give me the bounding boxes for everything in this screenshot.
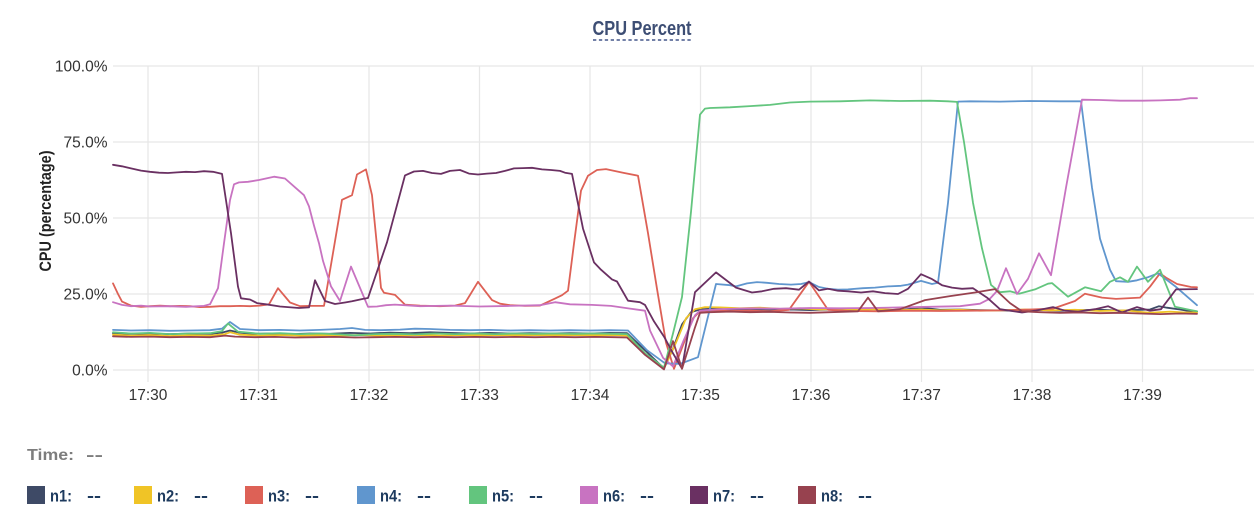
svg-text:17:32: 17:32 xyxy=(350,387,389,404)
svg-text:17:34: 17:34 xyxy=(571,387,610,404)
svg-text:--: -- xyxy=(858,487,872,506)
svg-text:50.0%: 50.0% xyxy=(64,211,108,228)
svg-text:--: -- xyxy=(529,487,543,506)
svg-text:25.0%: 25.0% xyxy=(64,287,108,304)
svg-text:17:35: 17:35 xyxy=(681,387,720,404)
svg-text:--: -- xyxy=(305,487,319,506)
svg-text:--: -- xyxy=(750,487,764,506)
svg-text:--: -- xyxy=(640,487,654,506)
svg-text:17:30: 17:30 xyxy=(129,387,168,404)
svg-text:n5:: n5: xyxy=(492,487,514,506)
svg-text:17:33: 17:33 xyxy=(460,387,499,404)
svg-text:n8:: n8: xyxy=(821,487,843,506)
svg-text:17:37: 17:37 xyxy=(902,387,941,404)
svg-text:CPU (percentage): CPU (percentage) xyxy=(36,151,55,272)
svg-text:17:39: 17:39 xyxy=(1123,387,1162,404)
svg-text:75.0%: 75.0% xyxy=(64,135,108,152)
svg-text:17:31: 17:31 xyxy=(239,387,278,404)
svg-text:n3:: n3: xyxy=(268,487,290,506)
svg-text:n1:: n1: xyxy=(50,487,72,506)
svg-text:17:36: 17:36 xyxy=(792,387,831,404)
svg-text:--: -- xyxy=(86,447,103,464)
svg-text:n7:: n7: xyxy=(713,487,735,506)
svg-text:--: -- xyxy=(417,487,431,506)
svg-text:--: -- xyxy=(87,487,101,506)
svg-text:0.0%: 0.0% xyxy=(72,363,108,380)
svg-text:n6:: n6: xyxy=(603,487,625,506)
svg-text:--: -- xyxy=(194,487,208,506)
svg-text:n4:: n4: xyxy=(380,487,402,506)
svg-text:17:38: 17:38 xyxy=(1013,387,1052,404)
svg-text:CPU Percent: CPU Percent xyxy=(593,17,692,40)
svg-text:n2:: n2: xyxy=(157,487,179,506)
svg-text:Time:: Time: xyxy=(27,447,74,464)
svg-text:100.0%: 100.0% xyxy=(55,59,108,76)
